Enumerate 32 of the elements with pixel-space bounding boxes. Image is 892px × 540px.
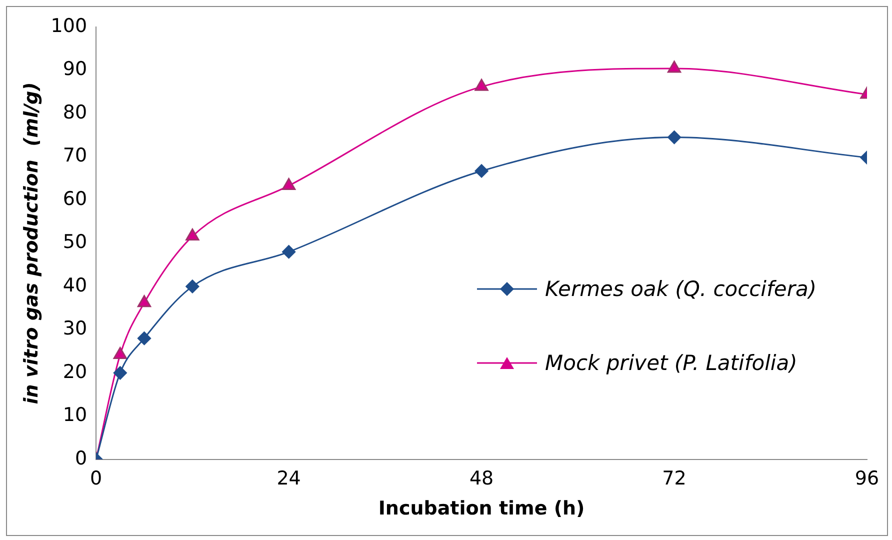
point [113,347,127,360]
x-tick-label: 48 [469,468,494,490]
x-tick-label: 24 [276,468,301,490]
point [282,245,296,259]
y-tick-label: 50 [62,231,88,254]
y-tick-label: 40 [62,274,88,296]
point [186,228,200,241]
point [667,60,682,73]
point [138,332,151,346]
y-tick-label: 90 [62,58,88,80]
point [113,366,127,380]
legend-label: Kermes oak (Q. coccifera) [545,277,817,301]
x-tick-label: 96 [854,468,880,490]
y-tick-label: 70 [62,144,88,167]
x-tick-label: 0 [90,468,102,490]
point [474,78,488,91]
y-tick-label: 0 [74,447,88,470]
y-tick-label: 80 [62,101,88,124]
point [668,130,682,144]
y-tick-label: 60 [62,188,88,210]
point [137,295,152,308]
point [474,164,488,178]
x-tick-label: 72 [662,468,686,490]
y-tick-label: 10 [62,404,88,426]
y-tick-label: 20 [62,360,88,383]
legend-label: Mock privet (P. Latifolia) [545,351,798,375]
x-axis-title: Incubation time (h) [378,498,585,520]
point [186,280,200,294]
y-tick-label: 30 [62,318,88,340]
point [282,178,296,190]
y-tick-label: 100 [50,14,88,37]
y-axis-title: in vitro gas production (ml/g) [20,82,42,404]
